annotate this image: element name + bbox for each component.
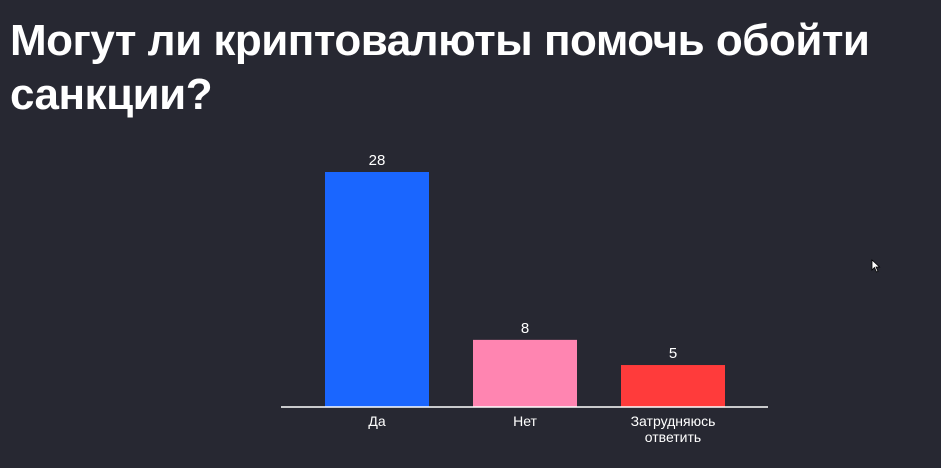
value-label-3: 5 [669,345,677,362]
bar-2 [473,339,577,407]
value-label-2: 8 [521,320,529,337]
value-label-1: 28 [369,152,386,169]
bar-3 [621,365,725,407]
category-label-1: Да [368,413,385,429]
category-label-3-line-1: Затрудняюсь [631,413,716,429]
bars-group [325,172,725,407]
category-label-2: Нет [513,413,537,429]
slide-title: Могут ли криптовалюты помочь обойти санк… [10,16,870,119]
mouse-cursor-icon [871,259,881,273]
category-label-3-line-2: ответить [645,429,701,445]
bar-1 [325,172,429,407]
value-labels-group: 28 8 5 [369,152,678,362]
